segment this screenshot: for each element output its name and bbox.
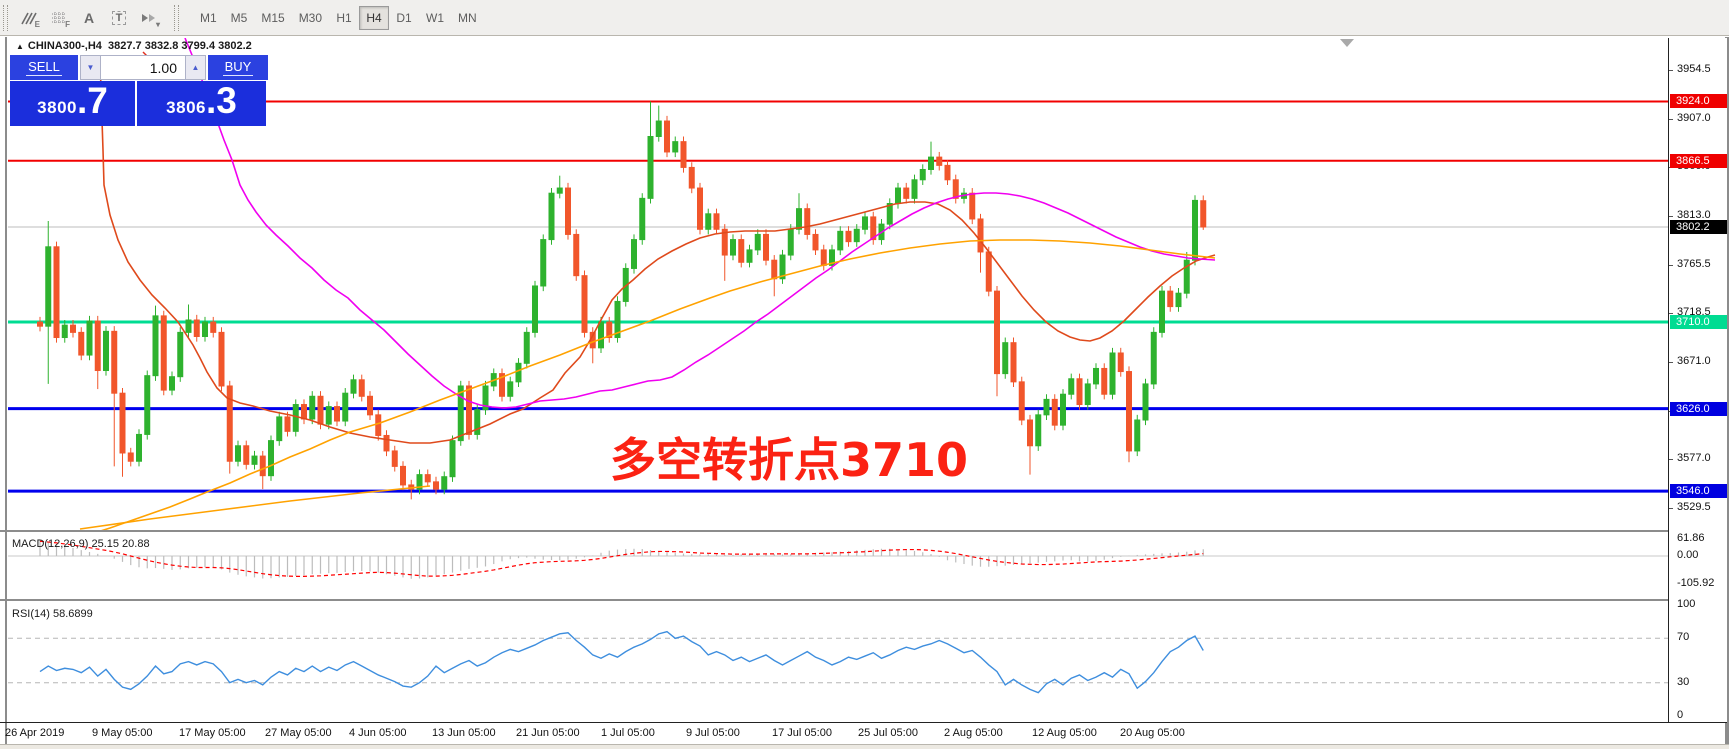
price-tick-label: 3671.0 bbox=[1677, 355, 1711, 368]
text-label-icon[interactable]: A bbox=[83, 9, 95, 26]
time-axis-label: 4 Jun 05:00 bbox=[349, 727, 407, 739]
time-axis-label: 20 Aug 05:00 bbox=[1120, 727, 1185, 739]
time-axis-label: 9 May 05:00 bbox=[92, 727, 153, 739]
indicators-icon[interactable]: E bbox=[14, 5, 44, 31]
price-tick-mark bbox=[1669, 118, 1673, 120]
price-tick-mark bbox=[1669, 70, 1673, 71]
time-axis-label: 17 May 05:00 bbox=[179, 727, 246, 739]
symbol-info-line: ▲ CHINA300-,H4 3827.7 3832.8 3799.4 3802.… bbox=[16, 40, 252, 52]
price-tick-label: 3907.0 bbox=[1677, 111, 1711, 124]
volume-input[interactable]: 1.00 bbox=[101, 55, 185, 80]
price-axis[interactable]: 3954.53907.03860.03813.03765.53718.53671… bbox=[1669, 38, 1727, 722]
price-tick-label: 3765.5 bbox=[1677, 257, 1711, 270]
sell-button[interactable]: SELL bbox=[10, 55, 80, 80]
time-axis[interactable]: 26 Apr 2019 9 May 05:00 17 May 05:00 27 May… bbox=[0, 723, 1729, 744]
price-tick-label: 3577.0 bbox=[1677, 452, 1711, 465]
toolbar-grip[interactable] bbox=[3, 4, 8, 31]
time-axis-label: 9 Jul 05:00 bbox=[686, 727, 740, 739]
buy-button[interactable]: BUY bbox=[206, 55, 268, 80]
price-tick-mark bbox=[1669, 508, 1673, 510]
timeframe-button-MN[interactable]: MN bbox=[458, 10, 477, 25]
timeframe-group: M1 M5 M15 M30 H1 H4 D1 W1 MN bbox=[193, 5, 484, 30]
text-box-icon[interactable]: T bbox=[104, 5, 134, 31]
price-badge-3802.2: 3802.2 bbox=[1670, 220, 1727, 234]
time-axis-label: 25 Jul 05:00 bbox=[858, 727, 918, 739]
macd-axis-label: 61.86 bbox=[1677, 532, 1705, 545]
time-axis-label: 13 Jun 05:00 bbox=[432, 727, 496, 739]
timeframe-button-H1[interactable]: H1 bbox=[336, 10, 352, 25]
rsi-axis-label: 0 bbox=[1677, 709, 1684, 721]
price-tick-mark bbox=[1669, 264, 1673, 266]
symbol-name: CHINA300-,H4 bbox=[27, 40, 102, 52]
timeframe-button-M5[interactable]: M5 bbox=[230, 10, 248, 25]
rsi-axis-label: 70 bbox=[1677, 631, 1690, 644]
macd-label: MACD(12,26,9) 25.15 20.88 bbox=[12, 538, 150, 550]
status-strip bbox=[0, 744, 1729, 749]
buy-price-big-digit: .3 bbox=[205, 80, 237, 121]
time-axis-label: 27 May 05:00 bbox=[265, 727, 332, 739]
timeframe-button-D1[interactable]: D1 bbox=[396, 10, 412, 25]
volume-decrease-button[interactable]: ▼ bbox=[80, 55, 101, 80]
sell-price-main: 3800 bbox=[37, 98, 77, 117]
timeframe-button-M30[interactable]: M30 bbox=[298, 10, 323, 25]
time-axis-label: 21 Jun 05:00 bbox=[516, 727, 580, 739]
time-axis-label: 26 Apr 2019 bbox=[5, 727, 65, 739]
collapse-triangle-icon[interactable]: ▲ bbox=[16, 42, 24, 51]
rsi-axis-label: 30 bbox=[1677, 675, 1690, 688]
volume-increase-button[interactable]: ▲ bbox=[185, 55, 206, 80]
grid-icon[interactable]: F bbox=[44, 5, 74, 31]
toolbar-icon-group: E F A T ▾ bbox=[14, 5, 164, 31]
price-tick-mark bbox=[1669, 215, 1673, 217]
symbol-ohlc-values: 3827.7 3832.8 3799.4 3802.2 bbox=[108, 40, 252, 52]
time-axis-label: 2 Aug 05:00 bbox=[944, 727, 1003, 739]
price-tick-label: 3813.0 bbox=[1677, 208, 1711, 221]
timeframe-button-M15[interactable]: M15 bbox=[261, 10, 285, 25]
sell-price-big-digit: .7 bbox=[76, 80, 108, 121]
price-tick-label: 3954.5 bbox=[1677, 63, 1711, 75]
timeframe-button-M1[interactable]: M1 bbox=[200, 10, 217, 25]
price-tick-mark bbox=[1669, 362, 1673, 364]
chart-window: ▲ CHINA300-,H4 3827.7 3832.8 3799.4 3802.… bbox=[5, 37, 1727, 744]
price-badge-3924.0: 3924.0 bbox=[1670, 94, 1727, 109]
chart-annotation-text: 多空转折点3710 bbox=[610, 433, 969, 487]
price-tick-mark bbox=[1669, 167, 1673, 169]
toolbar-separator bbox=[174, 4, 179, 31]
price-tick-mark bbox=[1669, 459, 1673, 461]
one-click-trade-panel: SELL ▼ 1.00 ▲ BUY 3800.7 3806.3 bbox=[10, 55, 268, 126]
rsi-axis-label: 100 bbox=[1677, 598, 1696, 610]
price-tick-label: 3529.5 bbox=[1677, 501, 1711, 514]
buy-price-display[interactable]: 3806.3 bbox=[137, 81, 266, 126]
timeframe-button-W1[interactable]: W1 bbox=[426, 10, 445, 25]
macd-axis-label: -105.92 bbox=[1677, 577, 1715, 590]
rsi-label: RSI(14) 58.6899 bbox=[12, 608, 93, 620]
timeframe-button-H4[interactable]: H4 bbox=[359, 5, 390, 30]
time-axis-label: 1 Jul 05:00 bbox=[601, 727, 655, 739]
price-badge-3866.5: 3866.5 bbox=[1670, 153, 1727, 168]
time-axis-label: 12 Aug 05:00 bbox=[1032, 727, 1097, 739]
buy-price-main: 3806 bbox=[166, 98, 206, 117]
objects-arrange-icon[interactable]: ▾ bbox=[134, 5, 164, 31]
price-tick-mark bbox=[1669, 313, 1673, 315]
price-badge-3546.0: 3546.0 bbox=[1670, 484, 1727, 499]
time-axis-label: 17 Jul 05:00 bbox=[772, 727, 832, 739]
toolbar: E F A T ▾ M1 M5 M15 M30 H1 H4 D1 W1 MN bbox=[0, 0, 1729, 36]
macd-axis-label: 0.00 bbox=[1677, 549, 1699, 561]
price-badge-3626.0: 3626.0 bbox=[1670, 401, 1727, 416]
sell-price-display[interactable]: 3800.7 bbox=[10, 81, 137, 126]
price-badge-3710.0: 3710.0 bbox=[1670, 315, 1727, 330]
